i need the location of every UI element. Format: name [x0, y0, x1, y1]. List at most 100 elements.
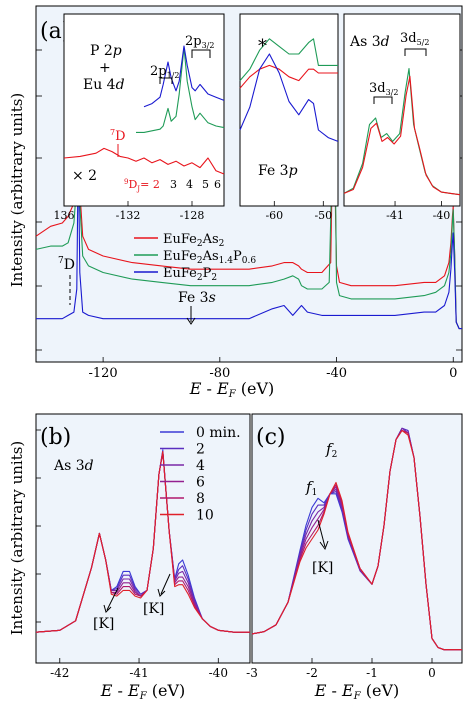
panel-b-k-arrowhead-right	[157, 588, 166, 597]
bracket-3d32	[373, 96, 393, 104]
legend-label-2: EuFe2P2	[163, 266, 217, 283]
marker-2p32: 2p3/2	[185, 34, 214, 50]
f2-label: f2	[325, 440, 337, 460]
inset-p2p-label-line3: Eu 4d	[83, 77, 125, 93]
panel-c-x-tick-label: 0	[428, 666, 436, 680]
inset-p2p-label-line1: P 2p	[90, 43, 122, 59]
panel-b-legend-label-1: 2	[196, 442, 205, 458]
panel-c-k-arrowhead	[319, 540, 329, 551]
inset-as3d-series-line-1	[343, 75, 461, 196]
inset-fe3p-series-line-1	[239, 38, 338, 81]
panel-a-frame	[35, 5, 463, 363]
inset-as3d-background	[344, 14, 460, 206]
panel-b-label: (b)	[40, 425, 71, 450]
panel-b-legend-label-5: 10	[196, 508, 214, 524]
inset-p2p-series	[63, 45, 225, 175]
d7-red-label: 7D	[110, 128, 126, 144]
panel-c-x-tick-label: -1	[366, 666, 378, 680]
inset-p2p-series-line-2	[143, 45, 225, 108]
panel-b-k-arrow-right	[160, 573, 171, 595]
panel-b-legend-label-2: 4	[196, 458, 205, 474]
panel-b-x-tick-label: -41	[129, 666, 148, 680]
inset-p2p-x-ticks: 136 -132 -128	[54, 201, 205, 222]
fe3s-arrowhead	[186, 317, 196, 325]
d9j-value-2: 4	[186, 178, 193, 191]
d9j-value-1: 3	[170, 178, 177, 191]
panel-b-ylabel: Intensity (arbitrary units)	[8, 441, 26, 636]
panel-b-y-ticks	[36, 429, 41, 623]
panel-b-legend-label-4: 8	[196, 491, 205, 507]
inset-as3d-x-tick-label: -40	[433, 209, 451, 222]
panel-c-label: (c)	[256, 425, 286, 450]
times-two-label: × 2	[72, 168, 97, 184]
d9j-prefix: 9DJ= 2	[124, 178, 160, 193]
inset-fe3p-series-line-2	[239, 53, 339, 142]
panel-a-x-tick-label: -40	[326, 366, 347, 381]
inset-fe3p: -60 -50 * Fe 3p	[239, 13, 339, 222]
panel-a-ylabel: Intensity (arbitrary units)	[8, 93, 26, 288]
inset-fe3p-x-ticks: -60 -50	[265, 201, 332, 222]
bracket-2p12	[159, 77, 173, 84]
panel-b-series	[35, 449, 250, 633]
panel-c-xlabel: E - EF (eV)	[314, 681, 400, 702]
panel-b-k-left: [K]	[93, 616, 114, 632]
panel-a-x-tick-label: -80	[209, 366, 230, 381]
star-marker: *	[258, 36, 267, 57]
panel-b-k-arrowhead-left	[103, 604, 112, 613]
inset-as3d-series	[343, 68, 461, 196]
panel-b-k-right: [K]	[143, 601, 164, 617]
panel-c-k-label: [K]	[312, 560, 333, 576]
f1-label: f1	[305, 478, 317, 498]
inset-p2p-x-tick-label: -132	[116, 209, 141, 222]
inset-p2p-x-tick-label: -128	[180, 209, 205, 222]
panel-c-x-ticks: -3 -2 -1 0	[246, 658, 436, 680]
inset-p2p-label-line2: +	[99, 60, 111, 76]
marker-2p12: 2p1/2	[150, 64, 179, 80]
inset-as3d-label: As 3d	[349, 34, 390, 50]
inset-as3d: -41 -40 As 3d 3d5/2 3d3/2	[343, 13, 461, 222]
legend-label-1: EuFe2As1.4P0.6	[163, 249, 256, 266]
inset-p2p-background	[64, 14, 224, 206]
d9j-value-3: 5	[202, 178, 209, 191]
panel-b-x-tick-label: -40	[209, 666, 228, 680]
panel-b-k-arrow-left	[106, 587, 119, 611]
inset-as3d-x-tick-label: -41	[386, 209, 404, 222]
panel-c-series	[251, 427, 462, 651]
panel-b-legend-label-3: 6	[196, 475, 205, 491]
inset-fe3p-frame	[239, 13, 339, 207]
inset-as3d-frame	[343, 13, 461, 207]
marker-3d32: 3d3/2	[369, 81, 398, 97]
panel-b-inner-label: As 3d	[53, 458, 94, 474]
panel-c-k-arrow	[317, 519, 326, 548]
panel-c: -3 -2 -1 0 (c) f1 f2 [K] E - EF (eV)	[246, 413, 463, 702]
inset-p2p-series-line-1	[136, 47, 225, 133]
panel-a-x-ticks: -120 -80 -40 0	[89, 357, 457, 381]
panel-b-series-line-5	[35, 451, 250, 633]
inset-p2p-x-tick-label: 136	[54, 209, 75, 222]
panel-b-background	[36, 414, 250, 663]
bracket-3d52	[404, 48, 427, 56]
panel-a-x-tick-label: -120	[89, 366, 118, 381]
panel-a-x-tick-label: 0	[449, 366, 457, 381]
panel-b-frame	[35, 413, 251, 664]
panel-b-x-tick-label: -42	[50, 666, 69, 680]
panel-a-xlabel: E - EF (eV)	[189, 379, 275, 400]
inset-fe3p-label: Fe 3p	[258, 163, 298, 179]
marker-3d52: 3d5/2	[400, 31, 429, 47]
inset-as3d-x-ticks: -41 -40	[386, 201, 450, 222]
panel-b-x-ticks: -42 -41 -40	[50, 658, 228, 680]
legend-label-0: EuFe2As2	[163, 232, 224, 249]
fe3s-annotation: Fe 3s	[178, 290, 216, 306]
panel-c-series-line-5	[251, 429, 462, 651]
d9j-value-4: 6	[214, 178, 221, 191]
inset-fe3p-background	[240, 14, 338, 206]
panel-c-x-tick-label: -3	[246, 666, 258, 680]
inset-p2p: 136 -132 -128 P 2p + Eu 4d 2p1/2 2p3/2 7D …	[54, 13, 225, 222]
inset-p2p-series-line-0	[63, 147, 225, 175]
